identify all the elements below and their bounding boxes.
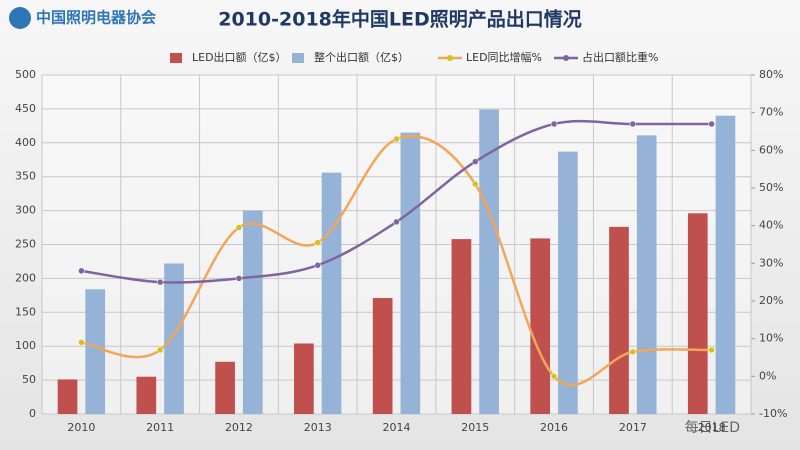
y2-tick-label: 60% — [759, 143, 783, 156]
bar — [85, 289, 106, 414]
y-tick-label: 350 — [15, 170, 36, 183]
bar — [715, 115, 736, 415]
bar — [558, 151, 578, 414]
bar — [164, 263, 184, 414]
bar — [136, 376, 157, 414]
bar — [609, 226, 629, 414]
line-marker — [235, 275, 243, 282]
x-tick-label: 2010 — [67, 421, 95, 434]
x-tick-label: 2013 — [304, 421, 332, 434]
y-tick-label: 50 — [22, 373, 36, 386]
y2-tick-label: 50% — [759, 181, 783, 194]
legend-label: 占出口额比重% — [582, 50, 658, 64]
legend-marker — [447, 55, 453, 61]
line-marker — [78, 267, 85, 275]
bar — [294, 343, 314, 414]
y-tick-label: 200 — [15, 271, 36, 284]
chart-title: 2010-2018年中国LED照明产品出口情况 — [218, 8, 582, 31]
bar — [636, 135, 657, 415]
x-tick-label: 2014 — [383, 421, 411, 434]
y2-tick-label: -10% — [759, 407, 787, 420]
bar — [215, 361, 235, 414]
line-marker — [629, 120, 637, 128]
y-tick-label: 0 — [29, 407, 36, 420]
line-marker — [472, 180, 479, 188]
line-marker — [393, 135, 400, 143]
legend-label: LED同比增幅% — [466, 50, 542, 64]
bar — [687, 213, 708, 414]
line-marker — [314, 261, 321, 269]
line-marker — [550, 373, 558, 380]
bar — [530, 238, 551, 414]
legend-label: LED出口额（亿$） — [192, 50, 287, 64]
line-marker — [708, 120, 715, 128]
y-tick-label: 100 — [15, 339, 36, 352]
y-tick-label: 450 — [15, 102, 36, 115]
line-marker — [78, 339, 85, 346]
y-tick-label: 300 — [15, 204, 36, 217]
line-marker — [156, 346, 164, 354]
bar — [479, 109, 499, 414]
legend-swatch — [292, 53, 304, 63]
y2-tick-label: 70% — [759, 106, 783, 119]
bar — [451, 239, 472, 414]
y2-tick-label: 40% — [759, 219, 783, 232]
bar — [242, 210, 263, 414]
bar — [372, 298, 393, 414]
x-tick-label: 2016 — [540, 421, 568, 434]
watermark: 每日LED — [685, 420, 740, 436]
x-tick-label: 2015 — [461, 421, 489, 434]
y2-tick-label: 80% — [759, 68, 783, 81]
line-marker — [314, 239, 321, 246]
logo-text: 中国照明电器协会 — [36, 9, 156, 27]
line-marker — [629, 348, 637, 356]
y-tick-label: 250 — [15, 238, 36, 251]
legend-swatch — [170, 53, 182, 63]
y2-tick-label: 30% — [759, 256, 783, 269]
line-marker — [156, 278, 164, 286]
x-tick-label: 2011 — [146, 421, 174, 434]
bar — [400, 132, 421, 414]
y-tick-label: 500 — [15, 68, 36, 81]
x-tick-label: 2012 — [225, 421, 253, 434]
line-marker — [550, 120, 558, 128]
line-marker — [235, 224, 243, 231]
y-tick-label: 150 — [15, 305, 36, 318]
line-marker — [708, 346, 715, 354]
y2-tick-label: 20% — [759, 294, 783, 307]
y2-tick-label: 10% — [759, 332, 783, 345]
line-marker — [393, 218, 400, 226]
line-marker — [472, 158, 479, 165]
y2-tick-label: 0% — [759, 369, 776, 382]
legend-label: 整个出口额（亿$） — [314, 50, 409, 64]
x-tick-label: 2017 — [619, 421, 647, 434]
y-tick-label: 400 — [15, 136, 36, 149]
logo-icon — [9, 7, 31, 29]
x-tick-label: 2018 — [698, 421, 726, 434]
bar — [57, 379, 78, 414]
legend-marker — [563, 55, 569, 61]
bar — [321, 172, 342, 414]
